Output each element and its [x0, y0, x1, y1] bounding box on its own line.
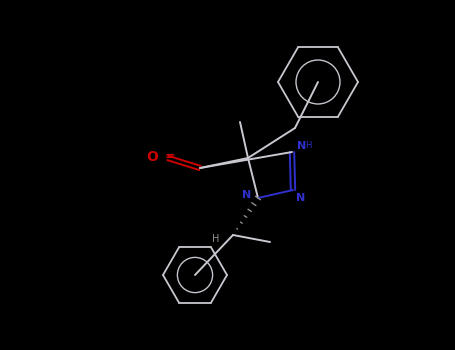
Text: N: N: [296, 193, 305, 203]
Text: H: H: [212, 234, 219, 244]
Text: N: N: [297, 141, 306, 151]
Text: =: =: [165, 150, 176, 163]
Text: N: N: [242, 190, 251, 200]
Text: H: H: [305, 141, 311, 150]
Text: O: O: [146, 150, 158, 164]
